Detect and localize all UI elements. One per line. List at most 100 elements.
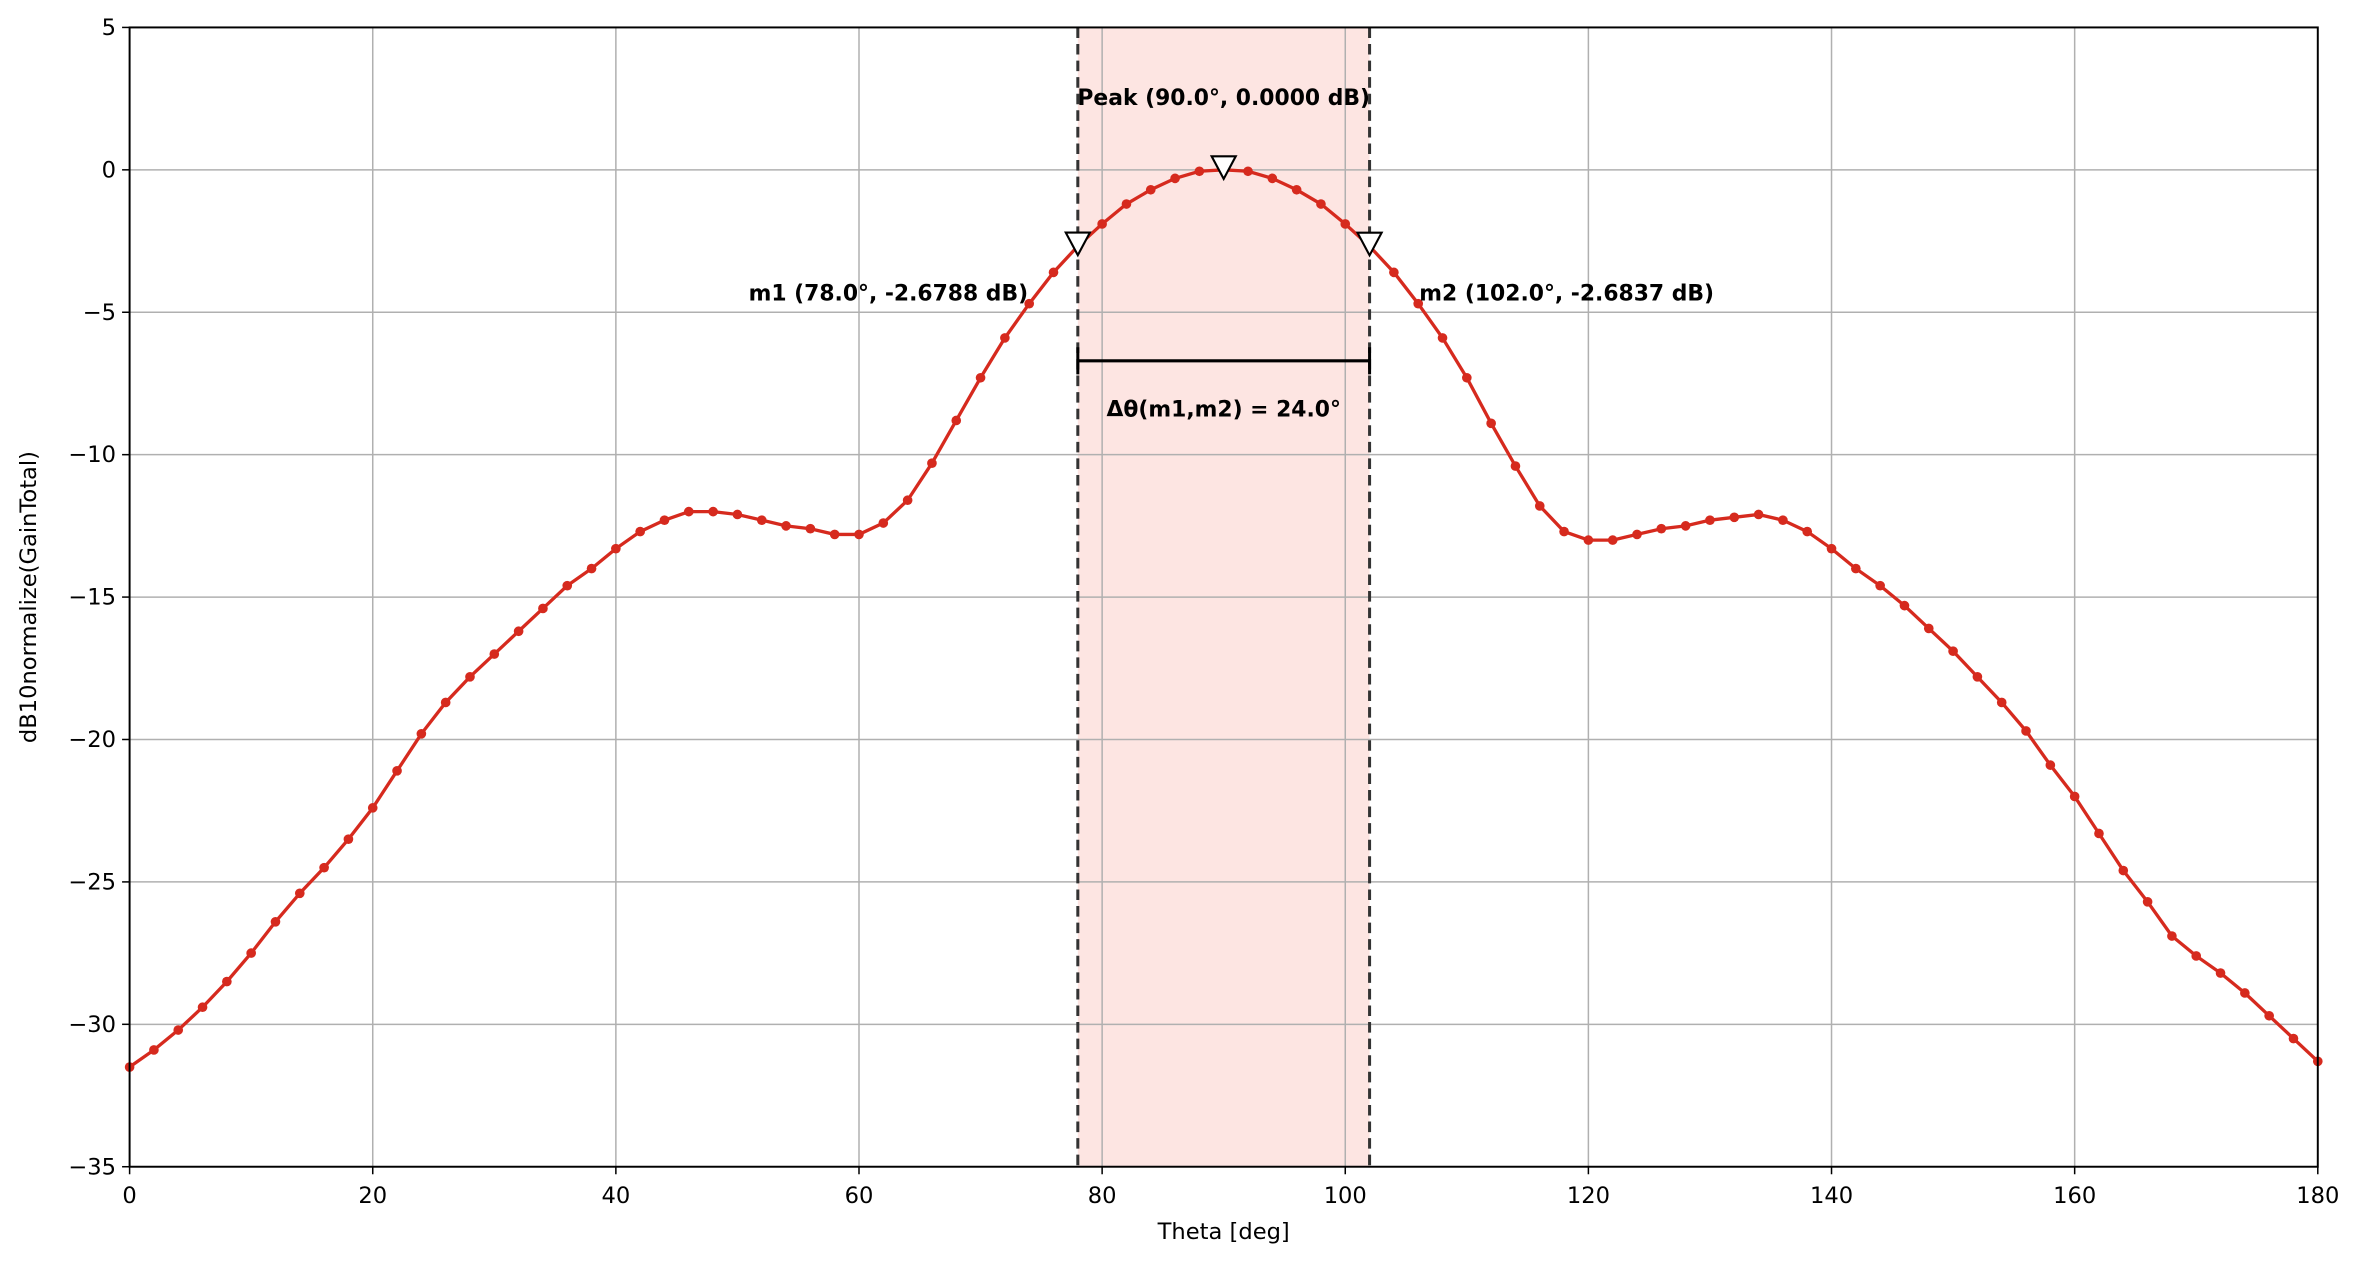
data-point [1145,184,1156,195]
data-point [416,728,427,739]
marker [1355,231,1384,258]
data-point [1316,199,1326,209]
data-point [1243,166,1253,177]
data-point [1170,173,1180,184]
data-point [392,765,402,776]
data-point [2094,828,2104,839]
data-point [951,415,962,426]
data-point [975,372,986,383]
x-tick-label: 180 [2296,1183,2339,1209]
y-tick-label: −15 [68,585,116,611]
data-point [1486,418,1496,429]
data-point [2288,1033,2299,1044]
data-point [1851,563,1861,574]
data-point [1802,526,1813,537]
data-point [1972,672,1983,682]
data-point [1291,184,1302,195]
data-point [197,1002,208,1013]
x-tick-label: 20 [358,1183,387,1209]
data-point [1656,523,1667,534]
x-tick-label: 140 [1810,1183,1853,1209]
data-point [1340,219,1351,229]
data-point [1534,501,1545,511]
data-point [1121,199,1132,209]
data-point [1948,646,1958,657]
data-point [562,580,573,591]
y-tick-label: −35 [68,1154,116,1180]
data-point [440,697,451,708]
data-point [732,509,743,520]
x-tick-label: 60 [845,1183,874,1209]
x-tick-label: 40 [601,1183,630,1209]
data-point [1559,526,1569,537]
marker-label: m2 (102.0°, -2.6837 dB) [1419,282,1714,307]
data-point [2191,951,2202,961]
data-point [902,495,913,506]
data-point [829,529,840,540]
marker-label: m1 (78.0°, -2.6788 dB) [749,281,1029,306]
data-point [246,948,256,958]
data-point [1705,515,1715,525]
data-point [2142,897,2153,907]
data-point [294,888,305,899]
x-tick-label: 0 [122,1183,136,1209]
y-tick-label: −30 [68,1012,116,1038]
data-point [1462,372,1472,383]
y-tick-label: −25 [68,869,116,895]
y-tick-label: −10 [68,442,116,468]
data-point [611,543,621,554]
data-point [1267,173,1278,184]
data-point [1583,535,1594,545]
data-point [805,523,816,534]
marker [1209,155,1238,182]
data-point [1510,461,1521,471]
data-point [222,976,232,987]
data-point [513,626,524,637]
data-point [1000,333,1010,343]
data-point [659,515,670,525]
data-point [2118,865,2129,876]
data-point [343,834,354,845]
y-axis-label: dB10normalize(GainTotal) [16,451,42,743]
data-point [1389,267,1399,278]
data-point [1024,298,1035,309]
data-point [1680,521,1691,531]
data-point [927,458,937,469]
data-point [2215,968,2226,978]
data-point [781,521,791,531]
data-point [1437,333,1448,343]
data-point [1729,512,1740,523]
x-tick-label: 160 [2053,1183,2096,1209]
data-point [1632,529,1642,540]
data-point [538,603,548,614]
data-point [2069,791,2080,802]
x-tick-label: 80 [1088,1183,1117,1209]
data-point [635,526,646,537]
x-tick-label: 120 [1567,1183,1610,1209]
data-point [1899,600,1910,611]
data-point [1413,298,1424,309]
data-point [149,1045,159,1055]
data-point [1097,219,1107,229]
data-point [2021,726,2031,736]
data-point [586,563,597,574]
x-tick-label: 100 [1324,1183,1367,1209]
data-point [465,672,475,682]
data-point [1996,697,2007,708]
data-point [367,803,378,813]
x-axis-label: Theta [deg] [1157,1219,1290,1245]
data-point [756,515,767,525]
data-point [270,916,281,927]
data-point [2264,1010,2274,1021]
marker [1064,231,1092,258]
data-point [1826,543,1837,554]
y-tick-label: −20 [68,727,116,753]
data-point [1048,267,1059,278]
data-point [2240,988,2250,998]
data-point [708,506,718,517]
data-point [683,506,694,517]
data-point [1923,623,1934,634]
data-point [1607,535,1618,545]
delta-label: Δθ(m1,m2) = 24.0° [1106,398,1340,423]
